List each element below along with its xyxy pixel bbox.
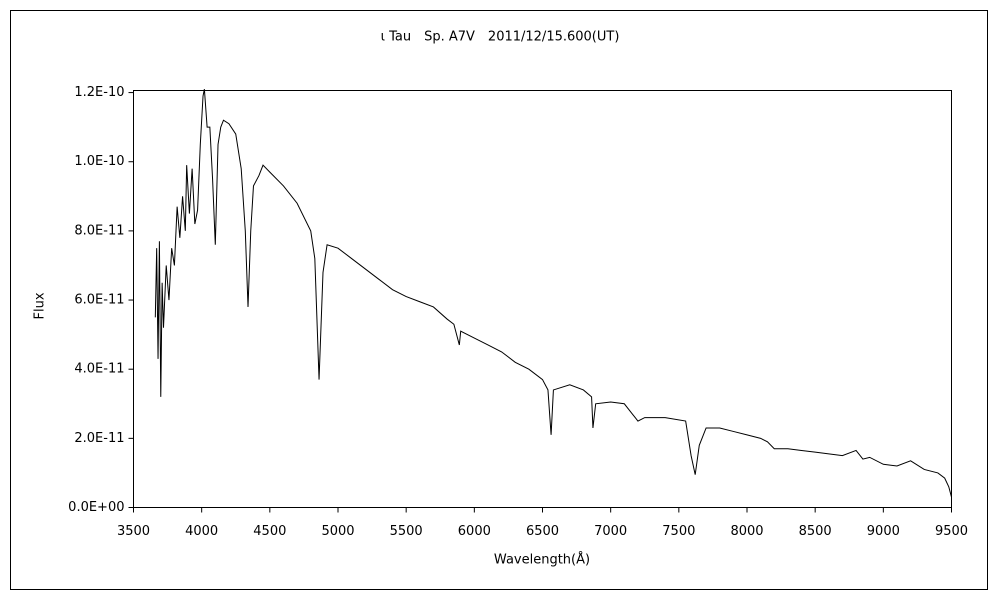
x-tick-label: 5000 (321, 524, 354, 539)
x-axis-label: Wavelength(Å) (494, 552, 590, 568)
x-tick-label: 6000 (458, 524, 491, 539)
y-axis-label: Flux (33, 292, 48, 319)
x-tick-label: 6500 (526, 524, 559, 539)
x-tick-label: 8000 (730, 524, 763, 539)
y-tick-label: 0.0E+00 (68, 500, 124, 515)
x-tick-label: 5500 (390, 524, 423, 539)
y-tick-label: 1.0E-10 (74, 154, 124, 169)
x-tick-label: 8500 (799, 524, 832, 539)
x-tick-label: 7500 (662, 524, 695, 539)
x-tick-label: 4000 (185, 524, 218, 539)
x-tick-label: 7000 (594, 524, 627, 539)
chart-title: ι Tau Sp. A7V 2011/12/15.600(UT) (381, 30, 620, 45)
y-tick-label: 8.0E-11 (74, 223, 124, 238)
spectrum-line (154, 89, 952, 498)
x-tick-label: 4500 (253, 524, 286, 539)
chart-frame (10, 10, 988, 590)
y-tick-label: 2.0E-11 (74, 431, 124, 446)
y-tick-label: 4.0E-11 (74, 362, 124, 377)
x-tick-label: 9000 (867, 524, 900, 539)
x-tick-label: 9500 (935, 524, 968, 539)
y-tick-label: 1.2E-10 (74, 85, 124, 100)
y-tick-label: 6.0E-11 (74, 293, 124, 308)
x-tick-label: 3500 (117, 524, 150, 539)
